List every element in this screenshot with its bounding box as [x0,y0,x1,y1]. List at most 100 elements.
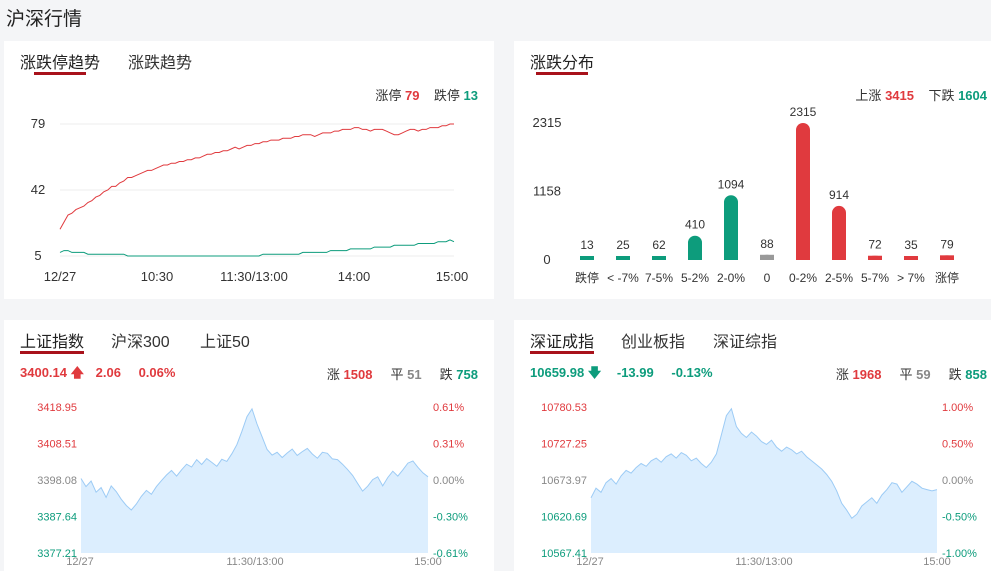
tab-csi300[interactable]: 沪深300 [111,334,170,351]
sh-quote: 3400.14 🡅 2.06 0.06% [20,364,175,386]
sh-price: 3400.14 [20,365,67,380]
y-tick-label: 5 [34,248,41,263]
active-tab-indicator [536,72,588,75]
category-label: 涨停 [935,270,959,285]
bar [832,205,846,260]
bar-data-label: 410 [685,218,705,232]
breadth-down-label: 跌 [948,367,962,382]
category-label: < -7% [607,271,639,285]
x-tick-label: 11:30/13:00 [735,556,792,568]
breadth-down-value: 858 [965,367,987,382]
active-tab-indicator [34,72,86,75]
y-tick-left-label: 10620.69 [541,512,587,524]
bar-data-label: 25 [616,238,630,252]
tab-sz-composite[interactable]: 深证综指 [713,334,778,351]
limit-down-value: 13 [463,88,478,103]
sz-breadth: 涨 1968 平 59 跌 858 [836,364,987,383]
y-tick-right-label: 0.61% [433,402,464,414]
limit-legend: 涨停 79 跌停 13 [375,85,478,104]
sh-index-chart: 3418.95 0.61% 3408.51 0.31% 3398.08 0.00% 3387… [37,402,468,568]
x-tick-label: 15:00 [436,269,469,284]
category-label: 2-5% [825,271,853,285]
bar-base [652,256,666,260]
limit-down-series-line [59,239,455,257]
sh-change-pct: 0.06% [138,365,176,380]
bar-base [940,255,954,260]
distribution-chart: 2315 1158 0 13 跌停 25 < -7% 62 7-5% 410 5-2% 1094 2-0… [533,105,959,285]
x-tick-label: 12/27 [66,556,94,568]
arrow-down-icon: 🡇 [587,365,602,380]
sz-quote: 10659.98 🡇 -13.99 -0.13% [530,364,713,386]
index-line [80,407,429,511]
y-tick-label: 79 [31,116,45,131]
sz-change: -13.99 [616,365,654,380]
tab-distribution[interactable]: 涨跌分布 [530,55,595,72]
limit-down-label: 跌停 [433,88,460,103]
y-tick-left-label: 3418.95 [37,402,77,414]
limit-up-series-line [59,123,454,230]
y-tick-left-label: 10567.41 [541,548,587,560]
y-tick-right-label: -0.30% [433,512,468,524]
x-tick-label: 15:00 [923,556,951,568]
x-tick-label: 10:30 [141,269,174,284]
arrow-up-icon: 🡅 [70,365,84,380]
category-label: 5-2% [681,271,709,285]
breadth-up-label: 涨 [835,367,849,382]
limit-up-value: 79 [404,88,420,103]
x-tick-label: 14:00 [338,269,371,284]
tab-rise-fall-trend[interactable]: 涨跌趋势 [128,55,193,72]
y-tick-left-label: 3377.21 [37,548,77,560]
tab-limit-trend[interactable]: 涨跌停趋势 [20,55,101,72]
active-tab-indicator [20,351,84,354]
bar-data-label: 88 [760,237,774,251]
breadth-up-label: 涨 [326,367,340,382]
bar-data-label: 13 [580,238,594,252]
sh-change: 2.06 [95,365,121,380]
bar-data-label: 914 [829,188,849,202]
tab-sz-component[interactable]: 深证成指 [530,334,595,351]
sh-breadth: 涨 1508 平 51 跌 758 [327,364,478,383]
dist-legend: 上涨 3415 下跌 1604 [855,85,987,104]
y-tick-left-label: 3408.51 [37,439,77,451]
bar [796,123,810,260]
breadth-up-value: 1508 [343,367,373,382]
rise-value: 3415 [885,88,914,103]
tab-chinext[interactable]: 创业板指 [621,334,686,351]
bar-base [616,256,630,260]
bar-data-label: 35 [904,238,918,252]
limit-trend-card: 涨跌停趋势 涨跌趋势 涨停 79 跌停 13 79 42 5 12/27 10:30 11… [4,41,494,299]
index-area-fill [591,408,937,553]
y-tick-right-label: -0.61% [433,548,468,560]
y-tick-right-label: 0.00% [433,475,464,487]
bar-data-label: 62 [652,238,666,252]
breadth-flat-value: 59 [916,367,931,382]
tab-sh-composite[interactable]: 上证指数 [20,334,85,351]
sz-price: 10659.98 [530,365,585,380]
y-tick-left-label: 3398.08 [37,475,77,487]
y-tick-right-label: 0.00% [942,475,973,487]
category-label: 5-7% [861,271,889,285]
bar-base [580,256,594,260]
rise-label: 上涨 [855,88,882,103]
bar-base [904,256,918,260]
tab-sse50[interactable]: 上证50 [200,334,250,351]
y-tick-label: 1158 [533,183,561,198]
limit-up-label: 涨停 [375,88,402,103]
bar-base [796,253,810,260]
y-tick-label: 42 [31,182,45,197]
sz-index-chart: 10780.53 1.00% 10727.25 0.50% 10673.97 0.00% 1… [541,402,977,568]
x-tick-label: 12/27 [576,556,604,568]
y-tick-left-label: 3387.64 [37,512,77,524]
x-tick-label: 11:30/13:00 [220,269,288,284]
y-tick-left-label: 10727.25 [541,439,587,451]
bar-base [832,253,846,260]
fall-label: 下跌 [928,88,955,103]
y-tick-left-label: 10673.97 [541,475,587,487]
bar-data-label: 79 [940,237,954,251]
y-tick-label: 2315 [533,115,562,130]
sz-change-pct: -0.13% [671,365,713,380]
category-label: 7-5% [645,271,673,285]
y-tick-left-label: 10780.53 [541,402,587,414]
sh-index-card: 上证指数 沪深300 上证50 3400.14 🡅 2.06 0.06% 涨 1… [4,320,494,571]
category-label: 2-0% [717,271,745,285]
